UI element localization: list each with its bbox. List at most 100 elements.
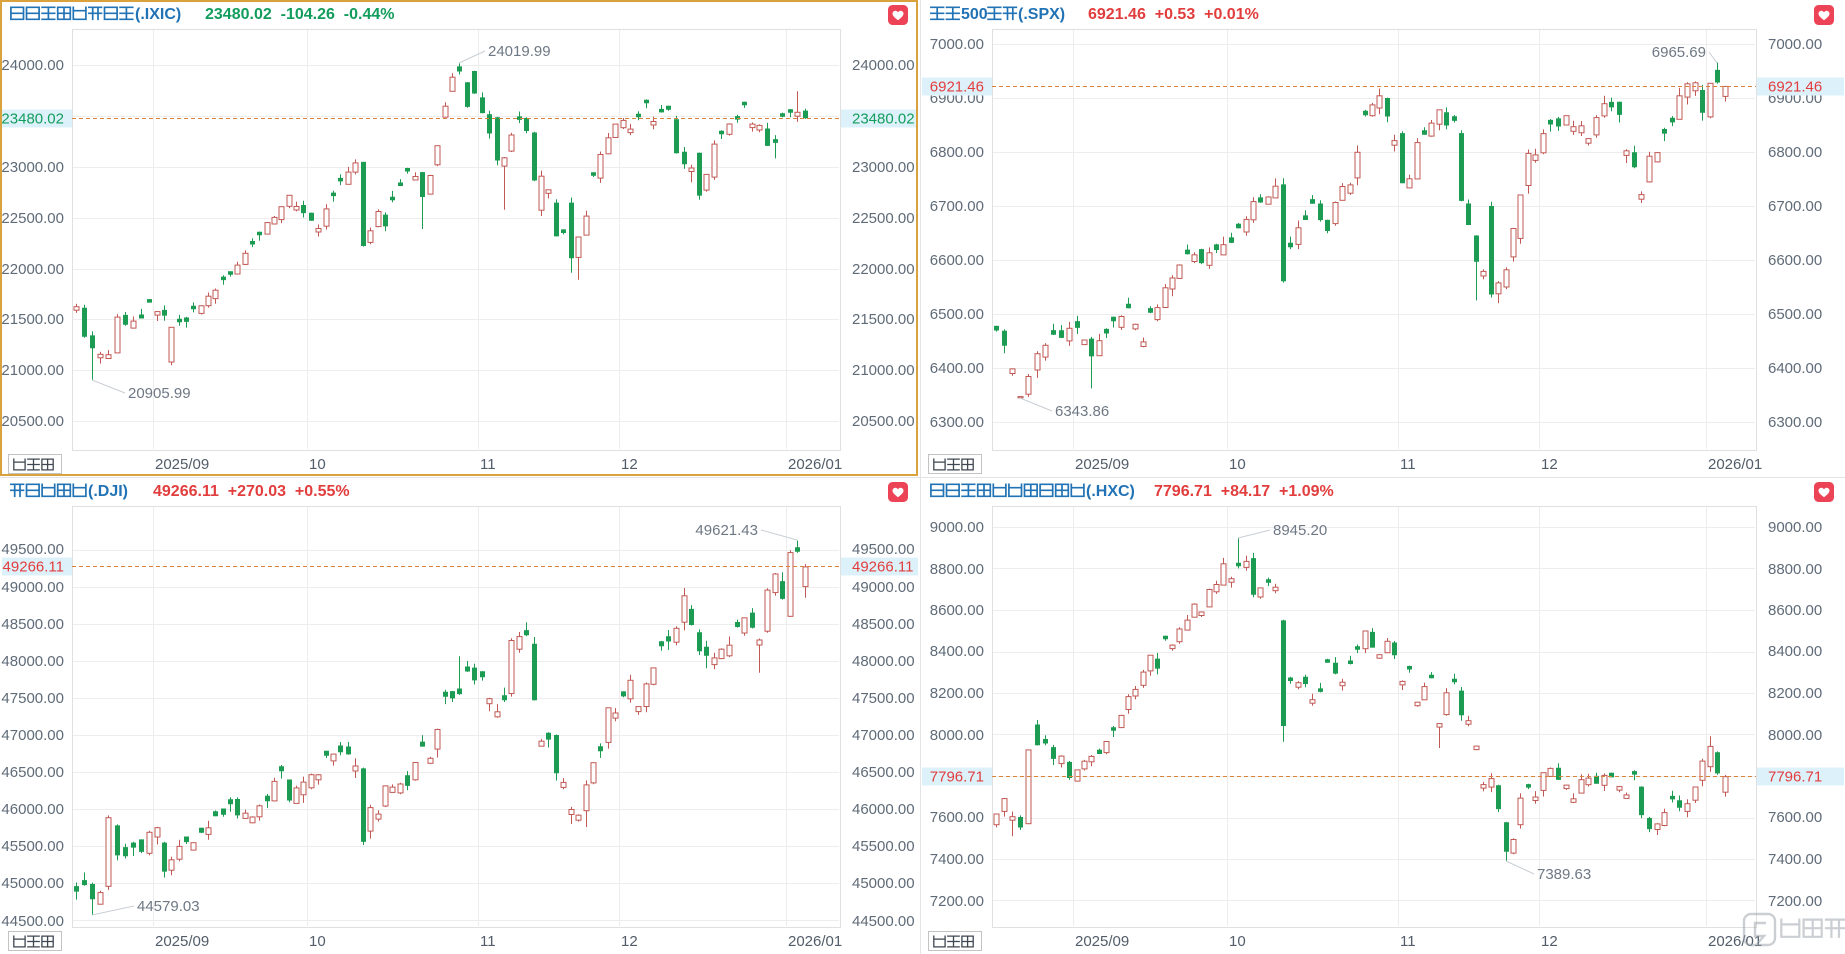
svg-text:10: 10 [309,933,326,950]
svg-text:7000.00: 7000.00 [1768,36,1822,53]
svg-text:8000.00: 8000.00 [930,727,984,744]
svg-text:23480.02: 23480.02 [852,111,915,128]
svg-text:22000.00: 22000.00 [852,261,915,278]
svg-text:46000.00: 46000.00 [852,801,915,818]
svg-text:2025/09: 2025/09 [155,933,209,950]
svg-text:6300.00: 6300.00 [1768,414,1822,431]
svg-text:8945.20: 8945.20 [1273,522,1327,539]
svg-text:8200.00: 8200.00 [1768,685,1822,702]
svg-text:(.SPX): (.SPX) [1018,6,1065,23]
svg-text:21500.00: 21500.00 [852,311,915,328]
svg-text:45000.00: 45000.00 [852,875,915,892]
svg-text:22000.00: 22000.00 [1,261,64,278]
svg-text:2025/09: 2025/09 [155,456,209,473]
svg-text:6600.00: 6600.00 [1768,252,1822,269]
svg-text:6400.00: 6400.00 [1768,360,1822,377]
svg-text:44500.00: 44500.00 [852,913,915,930]
svg-text:8600.00: 8600.00 [930,602,984,619]
svg-text:6500.00: 6500.00 [1768,306,1822,323]
svg-text:49266.11: 49266.11 [3,559,64,576]
svg-text:48000.00: 48000.00 [1,653,64,670]
svg-text:48500.00: 48500.00 [852,616,915,633]
svg-text:7400.00: 7400.00 [930,851,984,868]
svg-text:6500.00: 6500.00 [930,306,984,323]
svg-text:8400.00: 8400.00 [930,643,984,660]
svg-text:49266.11: 49266.11 [852,559,913,576]
svg-text:45000.00: 45000.00 [1,875,64,892]
svg-text:44579.03: 44579.03 [137,898,200,915]
svg-text:10: 10 [309,456,326,473]
svg-text:8400.00: 8400.00 [1768,643,1822,660]
svg-text:46500.00: 46500.00 [1,764,64,781]
svg-text:11: 11 [480,933,496,950]
svg-text:20500.00: 20500.00 [852,413,915,430]
svg-text:11: 11 [1400,456,1416,473]
svg-text:48000.00: 48000.00 [852,653,915,670]
svg-text:7796.71: 7796.71 [930,769,984,786]
svg-text:21000.00: 21000.00 [1,362,64,379]
svg-text:23000.00: 23000.00 [1,159,64,176]
svg-text:23480.02 -104.26 -0.44%: 23480.02 -104.26 -0.44% [205,6,394,23]
svg-text:10: 10 [1229,456,1246,473]
svg-text:9000.00: 9000.00 [930,519,984,536]
svg-text:6343.86: 6343.86 [1055,403,1109,420]
svg-text:2026/01: 2026/01 [788,456,842,473]
svg-text:48500.00: 48500.00 [1,616,64,633]
svg-text:49000.00: 49000.00 [852,579,915,596]
svg-text:46500.00: 46500.00 [852,764,915,781]
svg-text:6300.00: 6300.00 [930,414,984,431]
svg-text:20500.00: 20500.00 [1,413,64,430]
svg-text:47500.00: 47500.00 [852,690,915,707]
svg-text:45500.00: 45500.00 [1,838,64,855]
svg-text:46000.00: 46000.00 [1,801,64,818]
svg-text:6921.46: 6921.46 [930,79,984,96]
svg-text:24000.00: 24000.00 [1,57,64,74]
svg-text:49500.00: 49500.00 [1,541,64,558]
svg-text:8200.00: 8200.00 [930,685,984,702]
svg-text:23000.00: 23000.00 [852,159,915,176]
svg-text:12: 12 [1541,456,1558,473]
svg-text:45500.00: 45500.00 [852,838,915,855]
svg-text:20905.99: 20905.99 [128,385,191,402]
svg-text:7200.00: 7200.00 [930,893,984,910]
svg-text:(.HXC): (.HXC) [1086,483,1135,500]
svg-text:6921.46: 6921.46 [1768,79,1822,96]
svg-text:49500.00: 49500.00 [852,541,915,558]
svg-text:47000.00: 47000.00 [852,727,915,744]
svg-text:500: 500 [961,6,988,23]
svg-text:10: 10 [1229,933,1246,950]
svg-text:7400.00: 7400.00 [1768,851,1822,868]
svg-text:7600.00: 7600.00 [930,809,984,826]
svg-text:8000.00: 8000.00 [1768,727,1822,744]
svg-text:2025/09: 2025/09 [1075,933,1129,950]
svg-text:21500.00: 21500.00 [1,311,64,328]
svg-text:12: 12 [621,456,638,473]
svg-text:6800.00: 6800.00 [1768,144,1822,161]
svg-text:7000.00: 7000.00 [930,36,984,53]
svg-text:8800.00: 8800.00 [1768,561,1822,578]
svg-text:7389.63: 7389.63 [1537,866,1591,883]
svg-text:49266.11 +270.03 +0.55%: 49266.11 +270.03 +0.55% [153,483,350,500]
svg-text:6800.00: 6800.00 [930,144,984,161]
svg-text:47500.00: 47500.00 [1,690,64,707]
svg-text:6921.46 +0.53 +0.01%: 6921.46 +0.53 +0.01% [1088,6,1259,23]
svg-text:23480.02: 23480.02 [1,111,64,128]
svg-text:2026/01: 2026/01 [788,933,842,950]
svg-text:6400.00: 6400.00 [930,360,984,377]
svg-text:8800.00: 8800.00 [930,561,984,578]
svg-text:7600.00: 7600.00 [1768,809,1822,826]
svg-text:49621.43: 49621.43 [695,522,758,539]
svg-text:(.DJI): (.DJI) [88,483,128,500]
svg-text:22500.00: 22500.00 [852,210,915,227]
svg-text:7200.00: 7200.00 [1768,893,1822,910]
svg-text:7796.71 +84.17 +1.09%: 7796.71 +84.17 +1.09% [1154,483,1334,500]
svg-text:11: 11 [480,456,496,473]
svg-text:6965.69: 6965.69 [1652,44,1706,61]
svg-text:22500.00: 22500.00 [1,210,64,227]
svg-text:24000.00: 24000.00 [852,57,915,74]
svg-text:49000.00: 49000.00 [1,579,64,596]
svg-text:12: 12 [621,933,638,950]
svg-text:9000.00: 9000.00 [1768,519,1822,536]
svg-text:47000.00: 47000.00 [1,727,64,744]
svg-text:6600.00: 6600.00 [930,252,984,269]
